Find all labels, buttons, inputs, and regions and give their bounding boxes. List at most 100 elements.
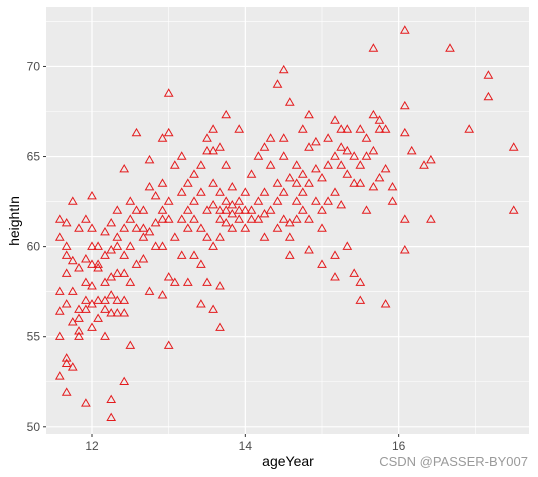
- data-point: [291, 160, 302, 169]
- data-point: [176, 250, 187, 259]
- data-point: [100, 227, 110, 236]
- data-point: [119, 250, 130, 259]
- data-point: [100, 295, 110, 304]
- data-point: [157, 214, 168, 223]
- data-point: [361, 205, 372, 214]
- data-point: [208, 124, 218, 133]
- data-point: [138, 232, 149, 241]
- data-point: [150, 241, 161, 250]
- data-point: [336, 160, 347, 169]
- y-tick-label: 70: [27, 59, 41, 73]
- data-point: [208, 145, 218, 155]
- data-point: [169, 160, 180, 169]
- data-point: [336, 124, 347, 133]
- data-point: [131, 223, 142, 232]
- data-point: [131, 259, 142, 268]
- data-point: [311, 164, 321, 173]
- data-point: [119, 376, 130, 385]
- data-point: [157, 241, 168, 250]
- data-point: [87, 322, 97, 331]
- data-point: [215, 322, 225, 331]
- data-point: [399, 214, 410, 223]
- data-point: [61, 353, 72, 362]
- data-point: [387, 182, 398, 191]
- data-point: [138, 253, 149, 263]
- data-point: [278, 214, 289, 223]
- data-point: [125, 340, 136, 349]
- y-tick-label: 60: [27, 240, 41, 254]
- data-point: [81, 304, 91, 313]
- data-point: [349, 268, 360, 277]
- data-point: [253, 214, 264, 223]
- data-point: [361, 151, 372, 160]
- y-tick-label: 50: [27, 420, 41, 434]
- data-point: [304, 109, 314, 119]
- data-point: [349, 178, 360, 187]
- data-point: [100, 277, 110, 286]
- data-point: [215, 142, 225, 151]
- data-point: [215, 281, 225, 290]
- data-point: [323, 196, 333, 205]
- data-point: [208, 241, 218, 250]
- data-point: [284, 97, 295, 106]
- data-point: [74, 331, 84, 340]
- data-point: [131, 205, 142, 214]
- data-point: [144, 227, 155, 236]
- data-point: [202, 145, 212, 155]
- data-point: [330, 115, 340, 124]
- data-point: [81, 277, 91, 286]
- data-point: [208, 200, 218, 209]
- data-point: [202, 232, 212, 241]
- data-point: [169, 232, 180, 241]
- data-point: [221, 196, 232, 205]
- watermark-text: CSDN @PASSER-BY007: [379, 454, 528, 469]
- data-point: [464, 124, 475, 133]
- data-point: [93, 313, 103, 322]
- data-point: [112, 295, 123, 304]
- data-point: [163, 272, 174, 281]
- data-point: [246, 214, 257, 223]
- data-point: [67, 362, 78, 371]
- data-points: [54, 25, 519, 421]
- data-point: [240, 223, 251, 232]
- data-point: [368, 43, 379, 52]
- data-point: [125, 196, 136, 205]
- data-point: [61, 218, 72, 227]
- major-gridlines: [46, 7, 529, 434]
- data-point: [106, 218, 117, 227]
- data-point: [106, 308, 117, 317]
- data-point: [54, 306, 65, 315]
- data-point: [93, 241, 103, 250]
- data-point: [74, 262, 84, 272]
- data-point: [74, 326, 84, 335]
- data-point: [227, 182, 238, 191]
- y-axis-ticks: 50 55 60 65 70: [27, 59, 46, 434]
- data-point: [54, 232, 65, 241]
- data-point: [317, 259, 327, 268]
- data-point: [380, 299, 391, 308]
- data-point: [196, 259, 206, 268]
- data-point: [215, 232, 225, 241]
- data-point: [119, 268, 130, 277]
- data-point: [387, 196, 398, 205]
- data-point: [355, 124, 366, 133]
- data-point: [54, 331, 65, 340]
- data-point: [284, 250, 295, 259]
- data-point: [253, 151, 264, 160]
- data-point: [176, 151, 187, 160]
- data-point: [61, 358, 72, 367]
- data-point: [119, 164, 130, 173]
- data-point: [182, 277, 193, 286]
- data-point: [61, 268, 72, 277]
- data-point: [508, 142, 519, 151]
- data-point: [215, 205, 225, 214]
- data-point: [406, 145, 417, 155]
- y-tick-label: 55: [27, 330, 41, 344]
- data-point: [483, 70, 494, 79]
- data-point: [445, 43, 455, 52]
- data-point: [330, 250, 340, 259]
- data-point: [106, 394, 117, 403]
- data-point: [304, 244, 314, 254]
- data-point: [196, 223, 206, 232]
- data-point: [54, 286, 65, 295]
